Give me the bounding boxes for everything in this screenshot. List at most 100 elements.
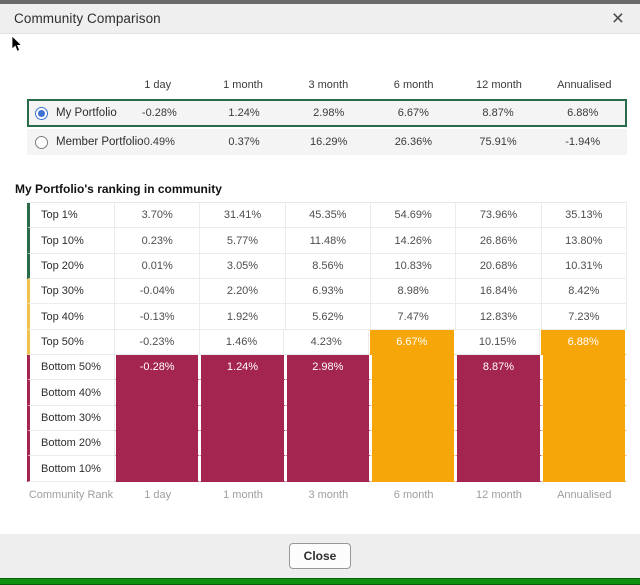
rank-cell: [541, 456, 627, 482]
rank-cell: [200, 456, 286, 482]
column-header-4: 6 month: [393, 79, 434, 91]
comparison-header-row: 1 day 1 month 3 month 6 month 12 month Annual…: [27, 75, 627, 95]
rank-row: Bottom 10%: [27, 456, 627, 482]
rank-cell: -0.13%: [115, 304, 201, 330]
axis-label-6: Annualised: [557, 489, 612, 502]
rank-cell: 2.20%: [200, 279, 286, 305]
rank-cell: 10.31%: [541, 253, 627, 280]
radio-button[interactable]: [35, 135, 48, 149]
rank-cell: 4.23%: [284, 329, 370, 356]
mouse-cursor: [11, 35, 23, 59]
rank-cell: 14.26%: [370, 228, 457, 254]
axis-label-1: 1 day: [144, 489, 172, 502]
rank-cell: [285, 405, 371, 432]
rank-row-label: Bottom 30%: [27, 405, 115, 432]
rank-row: Top 30% -0.04% 2.20% 6.93% 8.98% 16.84% 8.42%: [27, 279, 627, 305]
rank-cell: 6.93%: [285, 279, 371, 305]
rank-cell: 6.67%: [369, 329, 456, 356]
axis-label-5: 12 month: [476, 489, 522, 502]
rank-cell: [456, 405, 542, 432]
rank-row: Top 10% 0.23% 5.77% 11.48% 14.26% 26.86% 13.80…: [27, 228, 627, 254]
rank-cell: 20.68%: [456, 253, 542, 280]
portfolio-value: 0.37%: [228, 136, 260, 148]
portfolio-row[interactable]: Member Portfolio 0.49% 0.37% 16.29% 26.36% 75…: [27, 129, 627, 155]
rank-cell: -0.23%: [115, 329, 200, 356]
rank-cell: 11.48%: [285, 228, 371, 254]
rank-cell: [285, 431, 371, 457]
portfolio-row[interactable]: My Portfolio -0.28% 1.24% 2.98% 6.67% 8.87% 6.…: [27, 99, 627, 127]
portfolio-value: 1.24%: [228, 107, 260, 119]
ranking-axis-row: Community Rank 1 day 1 month 3 month 6 mont…: [27, 488, 627, 503]
rank-cell: [285, 456, 371, 482]
rank-cell: [200, 405, 286, 432]
rank-cell: 1.92%: [200, 304, 286, 330]
rank-cell: [370, 355, 457, 381]
rank-cell: 10.83%: [370, 253, 457, 280]
portfolio-label-cell: Member Portfolio: [29, 135, 144, 149]
rank-cell: 5.77%: [200, 228, 286, 254]
close-icon[interactable]: ×: [611, 7, 624, 30]
rank-row: Top 1% 3.70% 31.41% 45.35% 54.69% 73.96% 35.13…: [27, 203, 627, 229]
rank-cell: [115, 405, 201, 432]
rank-cell: [541, 405, 627, 432]
rank-cell: 31.41%: [200, 203, 286, 229]
rank-cell: -0.28%: [115, 355, 201, 381]
modal-body: 1 day 1 month 3 month 6 month 12 month Annual…: [0, 34, 640, 534]
portfolio-value: 8.87%: [482, 107, 514, 119]
rank-row-label: Top 50%: [27, 329, 115, 356]
rank-cell: 2.98%: [285, 355, 371, 381]
rank-row-label: Top 40%: [27, 304, 115, 330]
radio-button[interactable]: [35, 106, 48, 120]
ranking-table: Top 1% 3.70% 31.41% 45.35% 54.69% 73.96% 35.13…: [27, 202, 628, 482]
axis-label-community-rank: Community Rank: [28, 489, 114, 502]
rank-row: Bottom 20%: [27, 431, 627, 457]
rank-cell: [370, 380, 457, 406]
portfolio-value: 6.88%: [567, 107, 599, 119]
column-header-5: 12 month: [476, 79, 522, 91]
rank-row-label: Bottom 50%: [27, 355, 115, 381]
axis-label-4: 6 month: [393, 489, 434, 502]
rank-row: Top 20% 0.01% 3.05% 8.56% 10.83% 20.68% 10.31%: [27, 253, 627, 280]
portfolio-label: My Portfolio: [56, 107, 117, 119]
column-header-1: 1 day: [144, 79, 172, 91]
portfolio-value: -0.28%: [141, 107, 177, 119]
rank-cell: 45.35%: [285, 203, 371, 229]
rank-cell: 7.23%: [541, 304, 627, 330]
modal-title: Community Comparison: [14, 11, 161, 26]
page-bottom-bar: [0, 578, 640, 585]
rank-cell: [115, 380, 201, 406]
rank-cell: 8.42%: [541, 279, 627, 305]
rank-cell: 8.56%: [285, 253, 371, 280]
rank-cell: 16.84%: [456, 279, 542, 305]
axis-label-2: 1 month: [223, 489, 263, 502]
rank-cell: [370, 456, 457, 482]
rank-cell: [200, 380, 286, 406]
portfolio-value: -1.94%: [565, 136, 601, 148]
rank-cell: 6.88%: [540, 329, 628, 356]
rank-cell: 0.23%: [115, 228, 201, 254]
rank-cell: 8.87%: [456, 355, 542, 381]
rank-row: Bottom 30%: [27, 405, 627, 432]
rank-row: Top 40% -0.13% 1.92% 5.62% 7.47% 12.83% 7.23%: [27, 304, 627, 330]
portfolio-value: 16.29%: [310, 136, 348, 148]
rank-row-label: Top 30%: [27, 279, 115, 305]
portfolio-rows: My Portfolio -0.28% 1.24% 2.98% 6.67% 8.87% 6.…: [27, 99, 627, 155]
rank-cell: 3.05%: [200, 253, 286, 280]
rank-cell: [285, 380, 371, 406]
rank-cell: [370, 405, 457, 432]
portfolio-value: 2.98%: [313, 107, 345, 119]
column-header-2: 1 month: [223, 79, 263, 91]
ranking-section-title: My Portfolio's ranking in community: [15, 182, 222, 196]
rank-cell: 1.46%: [199, 329, 285, 356]
rank-cell: 0.01%: [115, 253, 201, 280]
close-button[interactable]: Close: [288, 543, 352, 569]
rank-row: Bottom 40%: [27, 380, 627, 406]
portfolio-value: 75.91%: [479, 136, 517, 148]
rank-cell: 10.15%: [455, 329, 541, 356]
rank-cell: 8.98%: [370, 279, 457, 305]
rank-cell: 7.47%: [370, 304, 457, 330]
rank-cell: [370, 431, 457, 457]
modal-header: Community Comparison ×: [0, 4, 640, 34]
rank-cell: 1.24%: [200, 355, 286, 381]
rank-row-label: Bottom 10%: [27, 456, 115, 482]
